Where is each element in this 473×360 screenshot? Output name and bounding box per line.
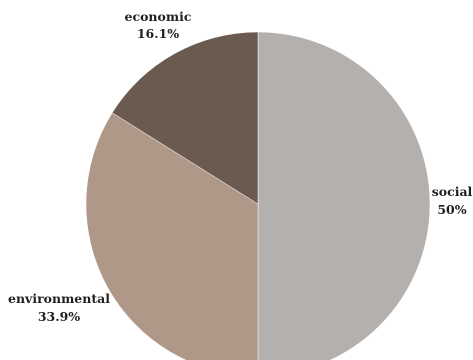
label-economic-name: economic: [125, 9, 192, 24]
pie-slice-social: [257, 31, 431, 360]
label-economic-percent: 16.1%: [137, 26, 179, 41]
label-environmental-percent: 33.9%: [38, 309, 80, 324]
label-social-name: social: [432, 184, 473, 199]
pie-slice-environmental: [85, 112, 259, 360]
pie-slice-economic: [111, 31, 259, 205]
label-social-percent: 50%: [437, 202, 466, 217]
pie-slices: [85, 31, 431, 360]
label-environmental-name: environmental: [8, 291, 110, 306]
